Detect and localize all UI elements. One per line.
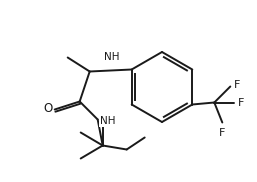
Text: O: O [43,102,52,115]
Text: F: F [219,128,225,137]
Text: F: F [234,80,241,90]
Text: NH: NH [100,116,115,126]
Text: NH: NH [104,52,120,62]
Text: F: F [238,98,245,108]
